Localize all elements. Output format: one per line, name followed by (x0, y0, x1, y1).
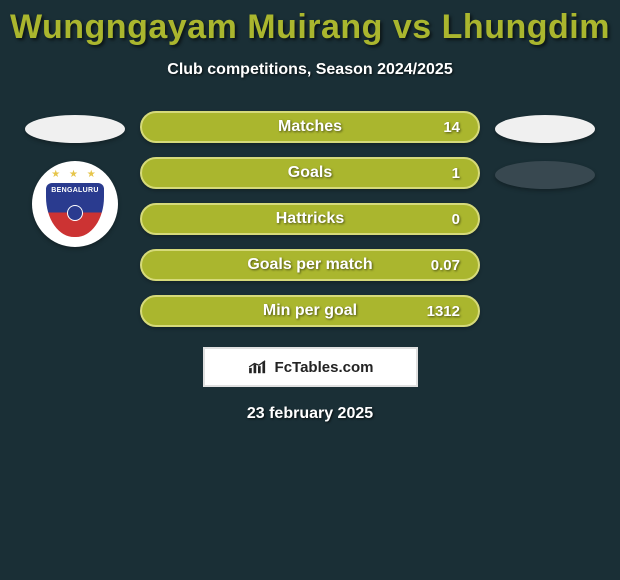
stat-value: 1312 (427, 303, 460, 320)
club-stars-icon: ★ ★ ★ (46, 169, 104, 180)
stat-value: 1 (452, 165, 460, 182)
left-player-column: ★ ★ ★ BENGALURU (20, 111, 130, 247)
stat-label: Goals per match (247, 256, 372, 274)
stat-bar-goals-per-match: Goals per match 0.07 (140, 249, 480, 281)
stat-value: 0.07 (431, 257, 460, 274)
club-badge-graphic: ★ ★ ★ BENGALURU (46, 171, 104, 237)
club-badge-left: ★ ★ ★ BENGALURU (32, 161, 118, 247)
page-title: Wungngayam Muirang vs Lhungdim (10, 8, 610, 47)
chart-icon (247, 359, 269, 375)
date-text: 23 february 2025 (247, 405, 373, 423)
stat-label: Goals (288, 164, 332, 182)
right-player-column (490, 111, 600, 189)
stat-label: Min per goal (263, 302, 357, 320)
stats-column: Matches 14 Goals 1 Hattricks 0 Goals per… (140, 111, 480, 327)
stat-bar-min-per-goal: Min per goal 1312 (140, 295, 480, 327)
player-avatar-right-2 (495, 161, 595, 189)
stat-value: 0 (452, 211, 460, 228)
stat-bar-hattricks: Hattricks 0 (140, 203, 480, 235)
attribution-box: FcTables.com (203, 347, 418, 387)
player-avatar-right-1 (495, 115, 595, 143)
stat-bar-goals: Goals 1 (140, 157, 480, 189)
stat-value: 14 (443, 119, 460, 136)
content-row: ★ ★ ★ BENGALURU Matches 14 Goals 1 Hattr… (0, 111, 620, 327)
attribution-text: FcTables.com (275, 359, 374, 376)
club-ball-icon (67, 205, 83, 221)
stat-bar-matches: Matches 14 (140, 111, 480, 143)
club-name-label: BENGALURU (46, 187, 104, 194)
stat-label: Hattricks (276, 210, 344, 228)
stat-label: Matches (278, 118, 342, 136)
player-avatar-left (25, 115, 125, 143)
subtitle: Club competitions, Season 2024/2025 (167, 61, 452, 79)
infographic-container: Wungngayam Muirang vs Lhungdim Club comp… (0, 0, 620, 580)
